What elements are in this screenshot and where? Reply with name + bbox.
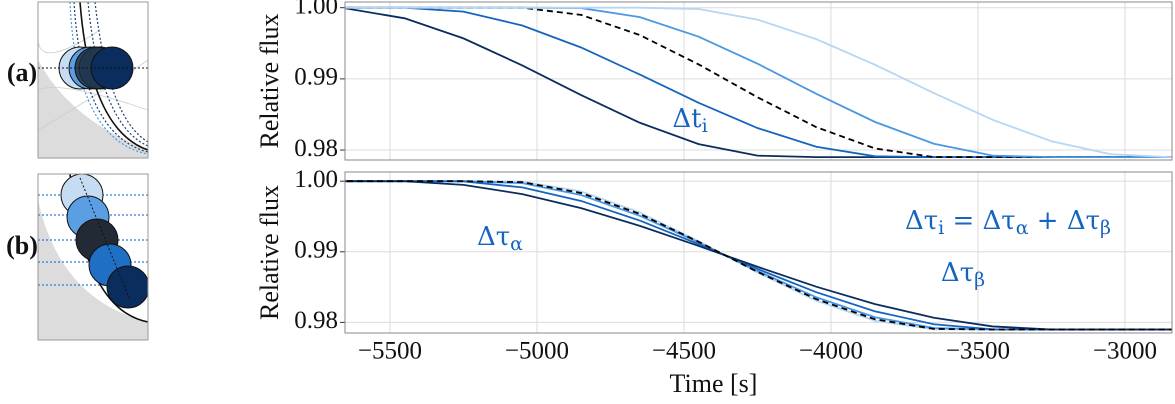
y-tick-label: 0.98 (294, 307, 338, 334)
schematic-a (38, 2, 148, 158)
annotation-text: Δτ (941, 258, 974, 288)
plot-frame (344, 171, 1173, 334)
x-tick-label: −3500 (946, 338, 1010, 365)
annotation-subscript: i (938, 217, 944, 239)
annotation-subscript: i (702, 115, 708, 137)
y-tick-label: 0.98 (294, 135, 338, 162)
annotation-subscript: β (1100, 217, 1111, 239)
panel-label: (a) (7, 58, 37, 87)
series-line (345, 180, 1172, 331)
plot-area (345, 2, 1172, 160)
y-tick-label: 1.00 (294, 0, 338, 19)
y-axis-label: Relative flux (255, 13, 284, 148)
y-tick-label: 0.99 (294, 237, 338, 264)
x-tick-label: −5500 (358, 338, 422, 365)
series-group (345, 6, 1172, 159)
annotation-text: = Δτ (944, 206, 1015, 236)
series-group (345, 180, 1172, 331)
y-tick-label: 1.00 (294, 166, 338, 193)
annotation-subscript: α (1016, 217, 1029, 239)
x-axis-label: Time [s] (670, 369, 758, 398)
series-line (345, 6, 1172, 159)
annotation-subscript: β (974, 269, 985, 291)
schematic-b (38, 174, 148, 340)
annotation: Δτα (477, 222, 523, 255)
annotation-subscript: α (510, 233, 523, 255)
annotation-text: + Δτ (1029, 206, 1100, 236)
y-axis-label: Relative flux (255, 185, 284, 320)
x-tick-label: −4500 (652, 338, 716, 365)
y-tick-label: 0.99 (294, 64, 338, 91)
annotation: Δτi = Δτα + Δτβ (905, 206, 1111, 239)
panel-label: (b) (6, 231, 38, 260)
x-tick-label: −5000 (505, 338, 569, 365)
annotation-text: Δt (672, 104, 702, 134)
annotation: Δτβ (941, 258, 985, 291)
schematic-frame (37, 173, 149, 341)
x-tick-label: −4000 (799, 338, 863, 365)
annotation: Δti (672, 104, 707, 137)
plot-area (345, 172, 1172, 333)
annotation-text: Δτ (905, 206, 938, 236)
plot-frame (344, 1, 1173, 161)
schematic-frame (37, 1, 149, 159)
annotation-text: Δτ (477, 222, 510, 252)
x-tick-label: −3000 (1093, 338, 1157, 365)
